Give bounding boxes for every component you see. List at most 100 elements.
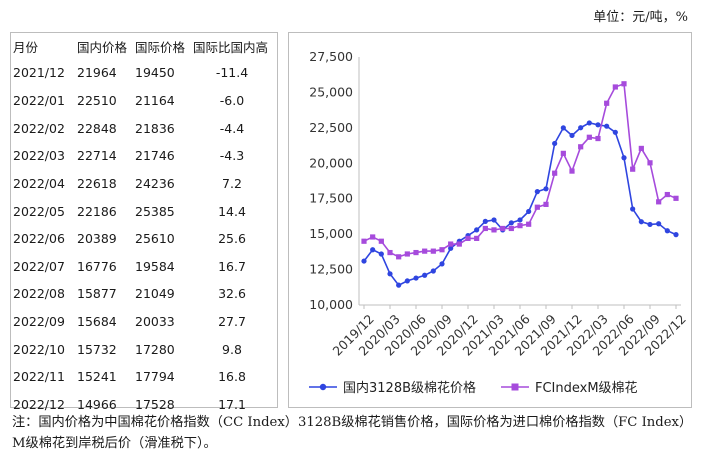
series-2-point xyxy=(638,145,644,152)
price-table-panel: 月份 国内价格 国际价格 国际比国内高 2021/12 21964 19450 -11… xyxy=(10,32,278,412)
series-2-point xyxy=(586,134,592,140)
header-domestic-price: 国内价格 xyxy=(77,39,128,55)
series-1-point xyxy=(430,268,436,274)
cell-spread: 9.8 xyxy=(222,341,242,357)
table-row: 2022/07 16776 19584 16.7 xyxy=(11,252,277,280)
series-2-point xyxy=(595,135,601,142)
cell-month: 2022/11 xyxy=(13,369,65,385)
header-month: 月份 xyxy=(13,39,39,55)
series-2-point xyxy=(404,251,410,257)
y-tick-label: 27,500 xyxy=(309,49,353,64)
cell-domestic-price: 20389 xyxy=(77,231,117,247)
table-row: 2022/11 15241 17794 16.8 xyxy=(11,363,277,391)
cell-domestic-price: 14966 xyxy=(77,397,117,412)
cell-spread: 7.2 xyxy=(222,175,242,191)
series-1-point xyxy=(448,245,454,251)
cell-month: 2022/02 xyxy=(13,120,65,136)
cell-domestic-price: 22714 xyxy=(77,148,117,164)
series-2-point xyxy=(673,195,679,201)
cell-international-price: 25385 xyxy=(135,203,175,219)
table-row: 2022/09 15684 20033 27.7 xyxy=(11,308,277,336)
series-line-2 xyxy=(363,82,677,258)
cell-month: 2022/05 xyxy=(13,203,65,219)
series-1-point xyxy=(422,272,428,278)
series-2-point xyxy=(543,201,549,207)
series-1-point xyxy=(396,282,402,288)
cell-domestic-price: 15732 xyxy=(77,341,117,357)
cell-international-price: 19450 xyxy=(135,65,175,81)
table-row: 2022/03 22714 21746 -4.3 xyxy=(11,142,277,170)
cell-domestic-price: 16776 xyxy=(77,258,117,274)
y-tick-label: 25,000 xyxy=(309,84,353,99)
cell-spread: -4.4 xyxy=(219,120,245,136)
y-tick-label: 20,000 xyxy=(309,155,353,170)
series-2-point xyxy=(448,241,454,247)
cell-spread: 32.6 xyxy=(218,286,246,302)
series-1-point xyxy=(621,155,627,161)
cell-month: 2022/04 xyxy=(13,175,65,191)
y-tick-label: 15,000 xyxy=(309,226,353,241)
legend-label-domestic: 国内3128B级棉花价格 xyxy=(343,380,476,396)
cell-spread: -4.3 xyxy=(219,148,245,164)
cell-month: 2022/01 xyxy=(13,92,65,108)
table-row: 2022/04 22618 24236 7.2 xyxy=(11,170,277,198)
legend-marker-international xyxy=(511,383,519,391)
series-1-point xyxy=(404,278,410,284)
series-1-point xyxy=(517,217,523,223)
y-tick-label: 17,500 xyxy=(309,191,353,206)
series-2-point xyxy=(560,150,566,156)
cell-month: 2022/12 xyxy=(13,397,65,412)
cell-international-price: 21746 xyxy=(135,148,175,164)
cell-domestic-price: 22618 xyxy=(77,175,117,191)
legend-label-international: FCIndexM级棉花 xyxy=(535,380,638,396)
cell-international-price: 24236 xyxy=(135,175,175,191)
series-2-point xyxy=(439,247,445,253)
cell-month: 2022/10 xyxy=(13,341,65,357)
table-row: 2022/06 20389 25610 25.6 xyxy=(11,225,277,253)
series-2-point xyxy=(664,191,670,198)
cell-domestic-price: 15684 xyxy=(77,314,117,330)
series-1-point xyxy=(560,125,566,131)
series-1-point xyxy=(638,219,644,225)
cell-spread: 27.7 xyxy=(218,314,246,330)
series-2-point xyxy=(422,248,428,254)
series-2-point xyxy=(361,238,367,244)
series-2-point xyxy=(517,223,523,229)
series-1-point xyxy=(604,123,610,129)
series-2-point xyxy=(413,249,419,256)
series-2-point xyxy=(630,166,636,172)
series-2-point xyxy=(491,227,497,233)
series-1-point xyxy=(413,275,419,281)
series-2-point xyxy=(647,160,653,166)
series-2-point xyxy=(552,170,558,176)
y-tick-label: 22,500 xyxy=(309,120,353,135)
series-2-point xyxy=(578,144,584,150)
cell-international-price: 17528 xyxy=(135,397,175,412)
cell-international-price: 21049 xyxy=(135,286,175,302)
footnote: 注：国内价格为中国棉花价格指数（CC Index）3128B级棉花销售价格，国际… xyxy=(12,415,693,451)
series-1-point xyxy=(508,220,514,226)
series-1-point xyxy=(630,206,636,212)
series-2-point xyxy=(474,235,480,241)
cell-domestic-price: 22510 xyxy=(77,92,117,108)
cell-domestic-price: 22848 xyxy=(77,120,117,136)
cell-month: 2021/12 xyxy=(13,65,65,81)
series-2-point xyxy=(465,235,471,241)
cell-month: 2022/08 xyxy=(13,286,65,302)
series-2-point xyxy=(604,100,610,106)
cell-international-price: 20033 xyxy=(135,314,175,330)
series-1-point xyxy=(491,217,497,223)
series-1-point xyxy=(656,221,662,227)
series-2-point xyxy=(378,238,384,244)
series-2-point xyxy=(430,248,436,254)
series-1-point xyxy=(482,218,488,224)
table-row: 2022/02 22848 21836 -4.4 xyxy=(11,114,277,142)
cell-spread: 16.8 xyxy=(218,369,246,385)
series-2-point xyxy=(387,249,393,256)
unit-label: 单位：元/吨，% xyxy=(593,10,688,25)
cell-month: 2022/07 xyxy=(13,258,65,274)
series-line-1 xyxy=(363,122,677,287)
series-1-point xyxy=(534,189,540,195)
chart-panel: 10,000 12,500 15,000 17,500 20,000 22,500 25,0… xyxy=(288,32,692,408)
cell-international-price: 19584 xyxy=(135,258,175,274)
